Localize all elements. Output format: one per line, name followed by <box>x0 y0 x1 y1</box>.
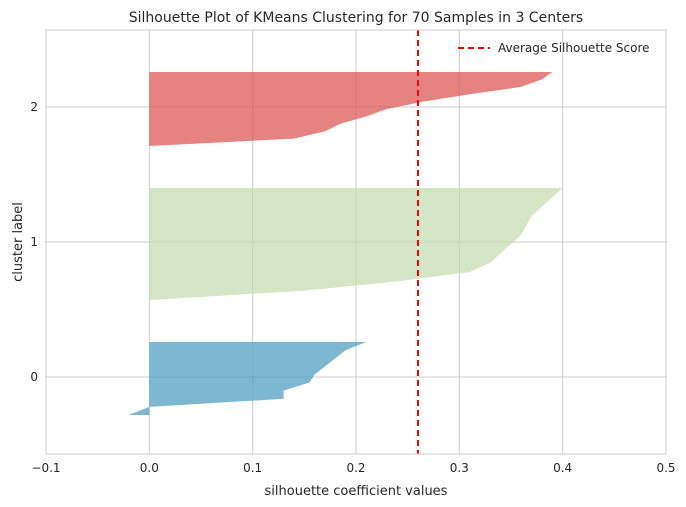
y-axis-label: cluster label <box>11 202 26 282</box>
x-tick-label: 0.2 <box>346 461 365 475</box>
legend-entry-average-silhouette-score: Average Silhouette Score <box>498 41 650 55</box>
x-tick-label: 0.5 <box>656 461 675 475</box>
x-tick-label: 0.3 <box>450 461 469 475</box>
y-tick-label: 0 <box>30 370 38 384</box>
plot-frame <box>45 29 667 455</box>
silhouette-cluster-0 <box>128 342 367 415</box>
y-tick-label: 2 <box>30 100 38 114</box>
y-tick-label: 1 <box>30 235 38 249</box>
y-tick-labels: 0 1 2 <box>30 100 38 384</box>
x-tick-label: 0.1 <box>243 461 262 475</box>
chart-title: Silhouette Plot of KMeans Clustering for… <box>129 10 583 26</box>
x-tick-label: −0.1 <box>31 461 60 475</box>
x-tick-label: 0.4 <box>553 461 572 475</box>
silhouette-cluster-1 <box>149 188 563 300</box>
silhouette-clusters <box>128 72 563 415</box>
x-axis-label: silhouette coefficient values <box>265 484 448 499</box>
x-tick-label: 0.0 <box>140 461 159 475</box>
legend: Average Silhouette Score <box>458 41 650 55</box>
x-tick-labels: −0.1 0.0 0.1 0.2 0.3 0.4 0.5 <box>31 461 675 475</box>
silhouette-cluster-2 <box>149 72 553 146</box>
